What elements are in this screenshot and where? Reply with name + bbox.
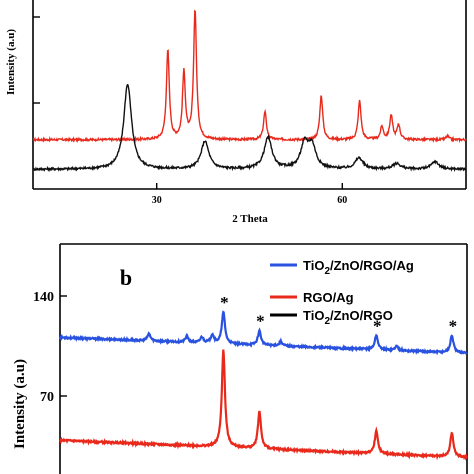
legend-entry: RGO/Ag [303,290,354,305]
panel-a-xlabel: 2 Theta [232,213,268,225]
panel-a-ylabel: Intensity (a.u) [5,29,17,95]
panel-b: 70 140 * * * * b Intensity (a.u) TiO2/ZnO/RG… [12,243,468,474]
panel-b-y-tick-label: 140 [33,290,54,305]
panel-a-x-tick-label: 30 [152,195,162,206]
panel-b-label: b [120,265,132,290]
peak-marker: * [373,316,382,335]
panel-b-series [59,310,468,461]
peak-marker: * [449,316,458,335]
panel-a-series-line-1 [32,9,467,144]
peak-marker: * [220,293,229,312]
panel-b-series-line-2 [59,349,468,461]
panel-b-legend: TiO2/ZnO/RGO/Ag RGO/Ag TiO2/ZnO/RGO [270,258,414,327]
panel-b-y-tick-label: 70 [40,390,54,405]
panel-a-series [32,9,467,173]
panel-b-y-ticks: 70 140 [33,290,67,405]
panel-b-markers: * * * * [220,293,457,335]
panel-a: 30 60 Intensity (a.u) 2 Theta [5,0,467,225]
panel-b-series-line-1 [59,310,468,356]
panel-a-x-ticks: 30 60 [152,183,347,206]
legend-entry: TiO2/ZnO/RGO [303,308,393,327]
panel-a-x-tick-label: 60 [337,195,347,206]
legend-entry: TiO2/ZnO/RGO/Ag [303,258,414,277]
panel-b-ylabel: Intensity (a.u) [12,359,28,449]
peak-marker: * [256,312,265,331]
panel-a-series-line-2 [32,83,467,173]
